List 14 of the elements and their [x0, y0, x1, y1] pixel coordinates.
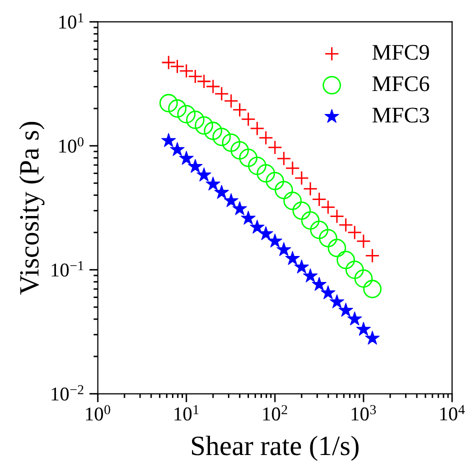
x-tick-label: 10$^{1}$ [174, 405, 198, 421]
x-tick-label: 10$^{2}$ [263, 405, 288, 421]
legend-label: MFC9 [372, 44, 429, 60]
legend-label: MFC6 [372, 76, 430, 92]
x-axis-title: Shear rate (1/s) [192, 436, 359, 461]
x-tick-label: 10$^{3}$ [352, 405, 376, 421]
y-axis-title: Viscosity (Pa s) [19, 122, 44, 295]
y-tick-label: 10$^{0}$ [59, 137, 84, 153]
x-tick-label: 10$^{4}$ [440, 405, 465, 420]
legend-label: MFC3 [372, 108, 429, 123]
y-tick-label: 10$^{−1}$ [52, 261, 84, 277]
y-tick-label: 10$^{1}$ [59, 13, 84, 29]
x-tick-label: 10$^{0}$ [86, 405, 110, 421]
y-tick-label: 10$^{−2}$ [52, 385, 84, 401]
